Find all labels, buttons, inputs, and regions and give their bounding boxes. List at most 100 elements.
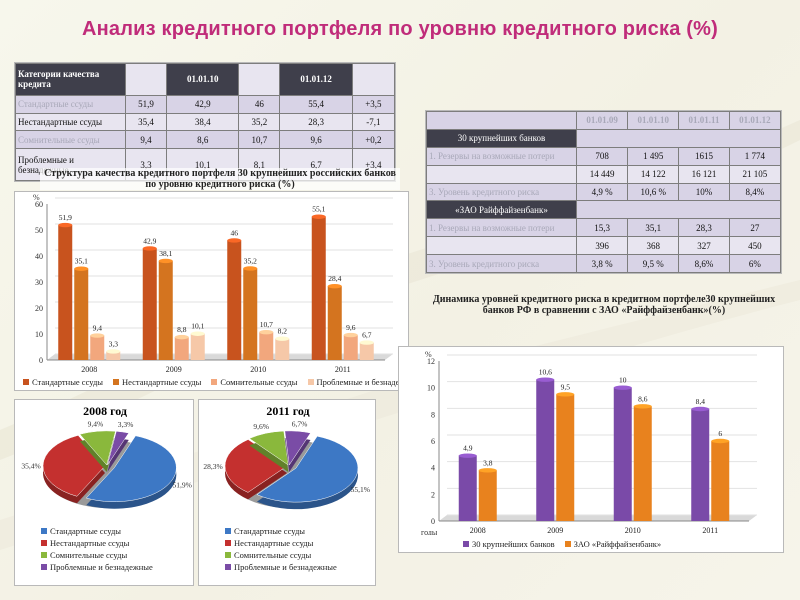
table-row: 396 368 327 450 [426,236,782,255]
table-cell: 35,2 [238,112,281,132]
legend-item: Стандартные ссуды [41,526,153,536]
chart-floor [47,354,393,360]
x-tick-label: 2009 [547,526,563,535]
bar-top [142,246,157,251]
bar-top [691,406,710,412]
pie-2011-legend: Стандартные ссуды Нестандартные ссуды Со… [225,526,337,574]
bar-top [106,349,121,354]
table-cell: 28,3 [279,112,353,132]
bar [311,216,326,360]
table-cell: 9,6 [279,130,353,150]
bar-top [158,258,173,264]
quality-table: Категории качества кредита 01.01.10 01.0… [15,63,396,181]
table-row: Нестандартные ссуды 35,4 38,4 35,2 28,3 … [15,112,396,132]
bar [536,379,555,521]
risk-table-panel: 01.01.09 01.01.10 01.01.11 01.01.12 30 к… [425,110,782,274]
x-tick-label: 2011 [702,526,718,535]
table-cell: 6% [728,254,782,273]
bar-top [327,283,342,289]
structure-chart-panel: 0 10 20 30 40 50 60% 51,9 35,1 9,4 3,3 2008 42,9 38,1… [14,191,419,391]
bar-value-label: 10,7 [260,320,273,329]
bar-top [478,468,497,473]
table-row: Стандартные ссуды 51,9 42,9 46 55,4 +3,5 [15,94,396,114]
bar-value-label: 42,9 [143,236,156,245]
x-tick-label: 2011 [335,365,351,374]
table-cell: 15,3 [575,218,629,238]
table-section-row: 30 крупнейших банков [426,128,781,148]
table-header-cell: 01.01.12 [279,63,353,96]
bar [478,470,497,521]
pie-slice [79,430,116,466]
bar-top [74,266,89,271]
row-label: Нестандартные ссуды [15,112,126,132]
pie-slice-label: 9,4% [88,420,104,428]
row-label: Сомнительные ссуды [15,130,126,150]
table-cell: 396 [575,236,629,255]
table-header-cell [351,63,396,96]
bar [633,406,652,521]
legend-item: Сомнительные ссуды [225,550,337,560]
table-header-cell [238,63,281,96]
bar-value-label: 28,4 [328,274,341,283]
x-tick-label: 2008 [470,526,486,535]
risk-chart-legend: 30 крупнейших банков ЗАО «Райффайзенбанк… [463,539,661,551]
bar [613,387,632,521]
bar-chart-caption: Структура качества кредитного портфеля 3… [40,168,400,190]
y-tick-label: 0 [39,356,43,365]
pie-2008-chart: 51,9% 35,4% 9,4% 3,3% [21,420,192,509]
legend-item: ЗАО «Райффайзенбанк» [564,539,661,549]
x-tick-label: 2008 [81,365,97,374]
bar-value-label: 8,8 [177,325,187,334]
bar-value-label: 55,1 [312,205,325,214]
pie-2011-panel: 2011 год 55,1% 28,3% 9,6% 6,7% Стандартные … [198,399,376,586]
table-header-cell: 01.01.11 [678,111,730,130]
risk-chart-panel: 0 2 4 6 8 10 12% годы 4,9 3,8 2008 10,6 9,5 2009 10 8,6… [398,346,784,553]
bar-top [633,404,652,409]
bar-value-label: 4,9 [463,444,473,453]
pie-2008-panel: 2008 год 51,9% 35,4% 9,4% 3,3% Стандартные … [14,399,194,586]
bar [343,335,358,360]
table-cell: 10% [678,182,730,202]
bar [190,333,205,360]
bar-value-label: 10,1 [191,322,204,331]
table-cell: 42,9 [166,94,240,114]
legend-item: Нестандартные ссуды [41,538,153,548]
bar-value-label: 35,2 [244,256,257,265]
bar-value-label: 6,7 [362,331,372,340]
chart-floor [439,515,757,521]
bar-value-label: 10 [619,376,627,385]
table-cell: 10,6 % [627,182,680,202]
y-tick-label: 2 [431,490,435,499]
table-cell: 16 121 [678,164,730,184]
table-header-row: Категории качества кредита 01.01.10 01.0… [15,63,396,96]
table-cell: 8,4% [728,182,782,202]
table-header-cell: 01.01.09 [575,111,629,130]
bar-value-label: 8,6 [638,394,648,403]
bar [691,409,710,521]
pie-slice-label: 35,4% [21,462,40,471]
table-cell: 21 105 [728,164,782,184]
risk-table: 01.01.09 01.01.10 01.01.11 01.01.12 30 к… [426,111,782,273]
pie-slice-label: 6,7% [292,420,308,428]
pie-slice-label: 28,3% [203,462,222,471]
table-cell: 708 [575,146,629,166]
bar [90,335,105,360]
table-cell: 14 122 [627,164,680,184]
table-cell: 8,6 [166,130,240,150]
table-cell: 1 774 [728,146,782,166]
pie-slice [107,431,130,466]
risk-bar-chart: 0 2 4 6 8 10 12% годы 4,9 3,8 2008 10,6 9,5 2009 10 8,6… [421,350,757,537]
legend-item: Нестандартные ссуды [225,538,337,548]
bar-top [359,340,374,345]
pie-slice [85,435,177,502]
bar-top [190,331,205,336]
pie-2008-title: 2008 год [83,404,127,418]
section-label: «ЗАО Райффайзенбанк» [426,200,577,220]
pie-slice [248,430,289,466]
table-header-cell: 01.01.10 [166,63,240,96]
y-axis-label: % [425,350,432,359]
bar-value-label: 35,1 [75,257,88,266]
table-cell: -7,1 [351,112,396,132]
bar-top [556,392,575,397]
legend-item: 30 крупнейших банков [463,539,555,549]
